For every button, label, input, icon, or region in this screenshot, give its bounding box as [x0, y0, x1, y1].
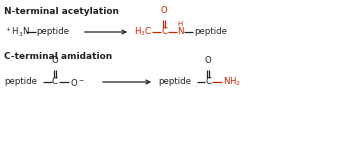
- Text: NH$_2$: NH$_2$: [223, 76, 241, 88]
- Text: peptide: peptide: [194, 27, 227, 36]
- Text: C: C: [205, 78, 211, 87]
- Text: peptide: peptide: [36, 27, 69, 36]
- Text: H$_3$C: H$_3$C: [134, 26, 152, 38]
- Text: O: O: [161, 6, 167, 15]
- Text: peptide: peptide: [4, 78, 37, 87]
- Text: C: C: [52, 78, 58, 87]
- Text: peptide: peptide: [158, 78, 191, 87]
- Text: $\mathregular{^+H_3N}$: $\mathregular{^+H_3N}$: [4, 25, 30, 39]
- Text: N: N: [177, 27, 183, 36]
- Text: C: C: [161, 27, 167, 36]
- Text: O$^-$: O$^-$: [70, 76, 84, 87]
- Text: H: H: [177, 21, 183, 27]
- Text: C-terminal amidation: C-terminal amidation: [4, 52, 112, 61]
- Text: N-terminal acetylation: N-terminal acetylation: [4, 7, 119, 16]
- Text: O: O: [205, 56, 211, 65]
- Text: O: O: [52, 56, 58, 65]
